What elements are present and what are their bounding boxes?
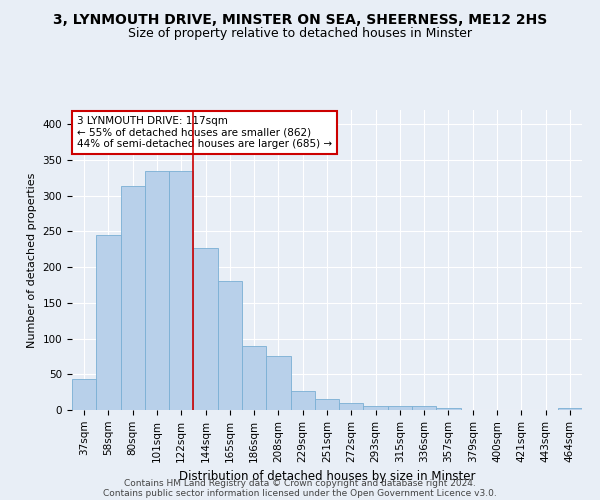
Text: 3 LYNMOUTH DRIVE: 117sqm
← 55% of detached houses are smaller (862)
44% of semi-: 3 LYNMOUTH DRIVE: 117sqm ← 55% of detach… — [77, 116, 332, 149]
Bar — [218, 280, 242, 410]
Bar — [121, 186, 145, 410]
Bar — [339, 403, 364, 410]
Text: 3, LYNMOUTH DRIVE, MINSTER ON SEA, SHEERNESS, ME12 2HS: 3, LYNMOUTH DRIVE, MINSTER ON SEA, SHEER… — [53, 12, 547, 26]
Bar — [388, 406, 412, 410]
Text: Size of property relative to detached houses in Minster: Size of property relative to detached ho… — [128, 28, 472, 40]
Text: Contains public sector information licensed under the Open Government Licence v3: Contains public sector information licen… — [103, 488, 497, 498]
X-axis label: Distribution of detached houses by size in Minster: Distribution of detached houses by size … — [179, 470, 475, 483]
Bar — [364, 406, 388, 410]
Bar — [412, 406, 436, 410]
Bar — [290, 392, 315, 410]
Bar — [242, 346, 266, 410]
Bar — [558, 408, 582, 410]
Bar — [145, 170, 169, 410]
Text: Contains HM Land Registry data © Crown copyright and database right 2024.: Contains HM Land Registry data © Crown c… — [124, 478, 476, 488]
Bar — [436, 408, 461, 410]
Bar — [72, 378, 96, 410]
Y-axis label: Number of detached properties: Number of detached properties — [27, 172, 37, 348]
Bar — [169, 170, 193, 410]
Bar — [315, 398, 339, 410]
Bar — [266, 356, 290, 410]
Bar — [96, 235, 121, 410]
Bar — [193, 248, 218, 410]
